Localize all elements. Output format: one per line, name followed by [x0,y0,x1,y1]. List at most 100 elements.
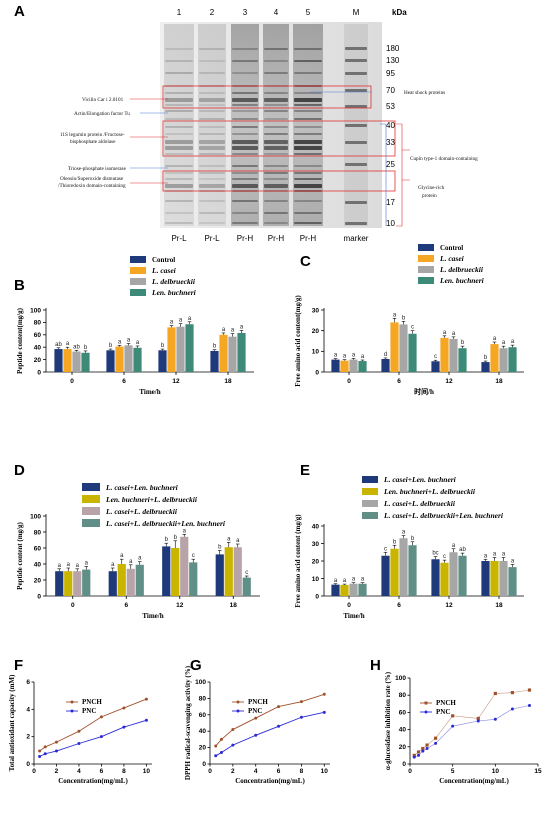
lane-label-marker: marker [344,234,369,243]
gel-band [165,126,193,128]
bar-d-s0-3 [215,554,224,596]
bar-b-s1-1 [115,346,124,372]
lane-label-5: Pr-H [300,234,317,243]
point-pnch [299,700,303,704]
point-pnch [38,749,42,753]
panel-letter-b: B [14,277,25,294]
gel-band [294,48,322,50]
legend-label: Len. buchneri [439,276,485,285]
point-pnc [421,749,425,753]
significance-letter: a [67,562,71,568]
x-tick-label: 6 [397,378,401,385]
gel-band [199,200,225,202]
point-pnc [54,749,58,753]
x-tick-label: 6 [397,602,401,609]
point-pnc [99,735,103,739]
bar-e-s3-2 [458,555,467,596]
gel-band [294,126,322,128]
marker-band [345,124,367,127]
gel-lane-4 [263,24,289,226]
point-pnch [322,692,326,696]
gel-band [264,133,288,135]
gel-band [294,98,322,102]
panel-letter-a: A [14,3,25,20]
gel-band [264,110,288,112]
point-pnc [434,741,438,745]
marker-band [345,141,367,144]
panel-letter-c: C [300,253,311,270]
y-tick-label: 0 [202,761,206,768]
point-pnch [434,736,438,740]
legend-swatch [130,278,146,285]
bar-d-s1-0 [64,571,73,596]
point-pnc [493,717,497,721]
legend-swatch [82,483,100,491]
legend-swatch [82,495,100,503]
gel-band [264,165,288,167]
point-pnch [254,716,258,720]
y-tick-label: 30 [312,307,320,314]
x-axis-label: Concentration(mg/mL) [58,777,128,785]
gel-band [264,60,288,62]
point-pnch [99,715,103,719]
legend-label: L. delbrueckii [151,277,196,286]
legend-label: PNC [248,707,262,715]
legend-label: L. casei [151,266,177,275]
legend-swatch [130,267,146,274]
bar-e-s0-3 [481,561,490,596]
point-pnc [510,707,514,711]
y-tick-label: 20 [399,744,407,751]
legend-label: PNCH [436,699,456,707]
significance-letter: a [393,312,397,318]
point-pnch [451,714,455,718]
lane-label-1: Pr-L [171,234,187,243]
legend-label: Len. buchneri+L. delbrueckii [105,495,198,504]
bar-e-s1-0 [340,584,349,596]
bar-b-s1-2 [167,327,176,372]
significance-letter: a [66,341,70,347]
significance-letter: a [240,324,244,330]
significance-letter: a [502,552,506,558]
gel-band [199,48,225,50]
bar-c-s1-0 [340,360,349,372]
bar-b-s3-2 [185,324,194,372]
gel-band [199,153,225,155]
significance-letter: b [213,344,217,350]
y-tick-label: 100 [30,513,41,520]
y-axis-label: Peptide content (mg/g) [16,522,24,590]
x-tick-label: 4 [254,768,258,775]
legend-swatch [130,289,146,296]
x-tick-label: 12 [445,378,453,385]
legend-marker [70,709,74,713]
gel-band [232,172,258,174]
significance-letter: a [129,559,133,565]
ann-legumin-2: bisphosphate aldolase [70,139,116,145]
legend-marker [424,710,428,714]
gel-band [264,146,288,150]
bar-e-s2-0 [349,583,358,596]
kda-label: kDa [392,8,407,17]
marker-band [345,47,367,50]
gel-band [199,133,225,135]
legend-swatch [82,519,100,527]
gel-band [232,104,258,106]
lane-number-1: 1 [177,8,182,17]
significance-letter: b [165,537,169,543]
gel-band [199,184,225,188]
gel-band [199,118,225,120]
bar-c-s1-3 [490,344,499,372]
x-tick-label: 6 [124,602,128,609]
gel-band [199,172,225,174]
bar-d-s3-3 [242,577,251,596]
x-tick-label: 18 [230,602,238,609]
panel-letter-f: F [14,657,23,674]
y-tick-label: 2 [26,734,30,741]
marker-25: 25 [386,160,395,169]
bar-e-s2-3 [499,561,508,596]
marker-130: 130 [386,56,400,65]
gel-band [264,48,288,50]
x-tick-label: 10 [492,768,500,775]
significance-letter: a [120,553,124,559]
